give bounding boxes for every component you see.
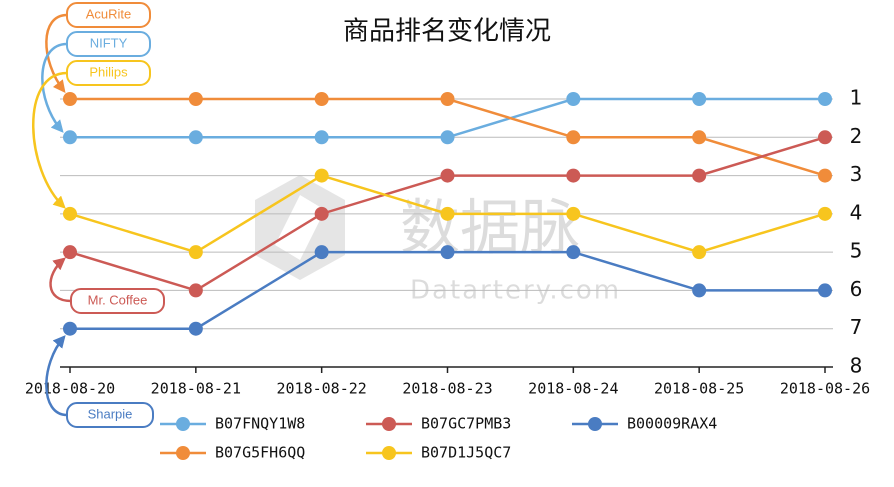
data-point xyxy=(818,206,832,221)
x-tick-label: 2018-08-21 xyxy=(151,380,241,398)
chart-title: 商品排名变化情况 xyxy=(343,17,551,47)
data-point xyxy=(314,168,329,183)
data-point xyxy=(566,130,581,145)
data-point xyxy=(440,130,455,145)
annotation-text: Mr. Coffee xyxy=(88,292,148,307)
annotation-box xyxy=(66,60,151,86)
data-point xyxy=(63,321,77,336)
annotation-box xyxy=(70,288,165,314)
data-point xyxy=(818,130,832,145)
legend-label: B07G5FH6QQ xyxy=(215,444,305,462)
x-tick-label: 2018-08-20 xyxy=(25,380,115,398)
x-tick-label: 2018-08-24 xyxy=(528,380,618,398)
data-point xyxy=(314,130,329,145)
data-point xyxy=(692,168,707,183)
data-point xyxy=(63,206,77,221)
data-point xyxy=(440,206,455,221)
legend-label: B07GC7PMB3 xyxy=(421,415,511,433)
legend-marker xyxy=(588,417,602,431)
x-tick-label: 2018-08-25 xyxy=(654,380,744,398)
annotation-box xyxy=(66,402,154,428)
y-tick-label: 7 xyxy=(850,315,863,339)
legend-marker xyxy=(176,446,190,460)
x-tick-label: 2018-08-22 xyxy=(277,380,367,398)
x-tick-label: 2018-08-26 xyxy=(780,380,870,398)
data-point xyxy=(818,92,832,106)
annotation-box xyxy=(66,31,151,57)
data-point xyxy=(818,283,832,298)
annotation-text: Sharpie xyxy=(88,406,133,421)
y-tick-label: 4 xyxy=(850,200,863,224)
legend-marker xyxy=(382,417,396,431)
legend-marker xyxy=(382,446,396,460)
data-point xyxy=(63,92,77,106)
data-point xyxy=(692,92,707,106)
data-point xyxy=(188,283,203,298)
data-point xyxy=(314,92,329,106)
legend-label: B07FNQY1W8 xyxy=(215,415,305,433)
annotation-box xyxy=(66,2,151,28)
y-tick-label: 3 xyxy=(850,162,863,186)
data-point xyxy=(692,245,707,260)
y-tick-label: 1 xyxy=(850,86,863,110)
x-tick-label: 2018-08-23 xyxy=(402,380,492,398)
data-point xyxy=(188,92,203,106)
data-point xyxy=(188,130,203,145)
data-point xyxy=(566,168,581,183)
annotation-text: NIFTY xyxy=(90,35,128,50)
legend-marker xyxy=(176,417,190,431)
data-point xyxy=(188,321,203,336)
data-point xyxy=(440,245,455,260)
annotation-arrow xyxy=(45,335,68,417)
data-point xyxy=(63,245,77,260)
data-point xyxy=(818,168,832,183)
y-tick-label: 8 xyxy=(850,354,863,378)
y-tick-label: 2 xyxy=(850,124,863,148)
data-point xyxy=(566,92,581,106)
legend-label: B00009RAX4 xyxy=(627,415,717,433)
data-point xyxy=(566,245,581,260)
annotation-arrow xyxy=(45,13,68,93)
y-tick-label: 6 xyxy=(850,277,863,301)
y-tick-label: 5 xyxy=(850,239,863,263)
data-point xyxy=(440,92,455,106)
data-point xyxy=(63,130,77,145)
data-point xyxy=(440,168,455,183)
legend-label: B07D1J5QC7 xyxy=(421,444,511,462)
data-point xyxy=(314,245,329,260)
annotation-arrow xyxy=(49,257,72,303)
annotation-arrow xyxy=(32,71,68,209)
data-point xyxy=(692,130,707,145)
annotation-text: Philips xyxy=(89,64,128,79)
data-point xyxy=(188,245,203,260)
annotation-text: AcuRite xyxy=(86,6,132,21)
data-point xyxy=(692,283,707,298)
data-point xyxy=(566,206,581,221)
data-point xyxy=(314,206,329,221)
annotation-arrow xyxy=(41,42,68,133)
